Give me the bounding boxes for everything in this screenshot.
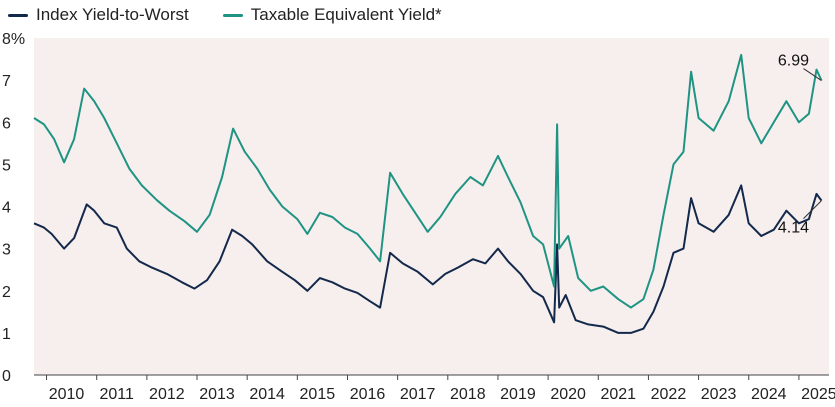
x-tick-label: 2012 (149, 386, 185, 403)
y-tick-label: 3 (2, 242, 11, 259)
legend-swatch-taxable-equivalent (222, 13, 243, 17)
x-tick-label: 2013 (199, 386, 235, 403)
legend-swatch-index-ytw (8, 13, 28, 17)
legend-item-index-ytw: Index Yield-to-Worst (8, 5, 189, 25)
x-tick-label: 2024 (751, 386, 787, 403)
annotation-layer: 6.99 4.14 (778, 53, 822, 237)
x-tick-label: 2018 (450, 386, 486, 403)
series-line-index-ytw (33, 184, 823, 334)
series-layer (33, 53, 823, 334)
y-tick-label: 0 (2, 368, 11, 385)
x-tick-label: 2020 (550, 386, 586, 403)
annotation-leader (803, 68, 822, 81)
legend-label-taxable-equivalent: Taxable Equivalent Yield* (250, 5, 442, 24)
y-tick-label: 8% (2, 31, 25, 48)
y-tick-label: 7 (2, 73, 11, 90)
legend-item-taxable-equivalent: Taxable Equivalent Yield* (222, 5, 442, 25)
series-line-taxable-equivalent (33, 53, 823, 309)
x-tick-label: 2016 (350, 386, 386, 403)
x-tick-label: 2025 (801, 386, 835, 403)
x-axis-ticks: 2010 2011 2012 2013 2014 2015 2016 2017 2018 2019… (46, 375, 835, 403)
x-tick-label: 2017 (400, 386, 436, 403)
annotation-label: 6.99 (778, 53, 809, 70)
x-tick-label: 2014 (249, 386, 285, 403)
x-tick-label: 2021 (600, 386, 636, 403)
x-tick-label: 2022 (651, 386, 687, 403)
legend-label-index-ytw: Index Yield-to-Worst (36, 5, 189, 24)
x-tick-label: 2011 (99, 386, 134, 403)
x-tick-label: 2019 (500, 386, 536, 403)
y-axis-ticks: 0 1 2 3 4 5 6 7 8% (2, 31, 25, 385)
x-tick-label: 2023 (701, 386, 737, 403)
chart-legend: Index Yield-to-Worst Taxable Equivalent … (8, 4, 442, 26)
annotation-label: 4.14 (778, 220, 809, 237)
x-tick-label: 2010 (49, 386, 85, 403)
y-tick-label: 5 (2, 157, 11, 174)
y-tick-label: 6 (2, 115, 11, 132)
y-tick-label: 2 (2, 284, 11, 301)
annotation-leader (803, 200, 822, 219)
plot-background (34, 38, 829, 375)
y-tick-label: 1 (2, 326, 11, 343)
x-tick-label: 2015 (300, 386, 336, 403)
y-tick-label: 4 (2, 200, 11, 217)
